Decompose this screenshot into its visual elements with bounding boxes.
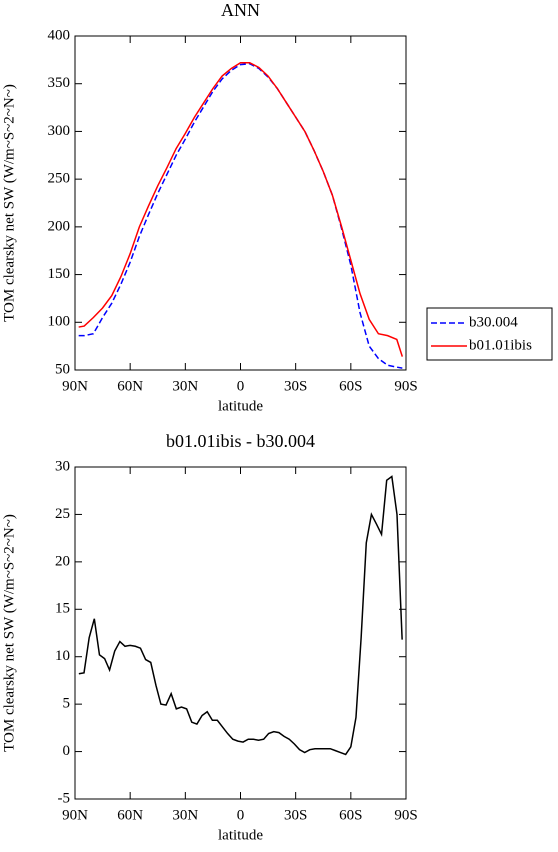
- chart-title: b01.01ibis - b30.004: [166, 431, 315, 451]
- chart-title: ANN: [221, 0, 260, 20]
- y-tick-label: 10: [55, 648, 70, 664]
- x-tick-label: 60N: [117, 807, 143, 823]
- x-axis-label: latitude: [218, 398, 263, 414]
- x-axis-label: latitude: [218, 827, 263, 843]
- legend-label: b30.004: [469, 314, 518, 330]
- x-tick-label: 30S: [284, 807, 307, 823]
- x-tick-label: 30S: [284, 378, 307, 394]
- x-tick-label: 90S: [394, 807, 417, 823]
- y-tick-label: 20: [55, 553, 70, 569]
- y-tick-label: 350: [48, 75, 71, 91]
- x-tick-label: 90S: [394, 378, 417, 394]
- x-tick-label: 60S: [339, 378, 362, 394]
- y-tick-label: 0: [63, 743, 71, 759]
- plot-frame: [74, 35, 407, 371]
- data-line: [78, 475, 403, 756]
- y-tick-label: 5: [63, 696, 71, 712]
- data-line: [78, 61, 404, 357]
- x-tick-label: 0: [237, 807, 245, 823]
- y-tick-label: 150: [48, 266, 71, 282]
- y-tick-label: 250: [48, 171, 71, 187]
- data-line: [78, 62, 403, 369]
- y-tick-label: 300: [48, 123, 71, 139]
- y-tick-label: 400: [48, 27, 71, 43]
- x-tick-label: 60N: [117, 378, 143, 394]
- y-tick-label: 30: [55, 458, 70, 474]
- x-tick-label: 90N: [62, 378, 88, 394]
- y-tick-label: -5: [58, 790, 71, 806]
- x-tick-label: 30N: [172, 378, 198, 394]
- y-tick-label: 25: [55, 506, 70, 522]
- legend-label: b01.01ibis: [469, 337, 532, 353]
- y-tick-label: 200: [48, 218, 71, 234]
- y-tick-label: 50: [55, 361, 70, 377]
- y-tick-label: 100: [48, 314, 71, 330]
- y-tick-label: 15: [55, 601, 70, 617]
- plot-frame: [74, 466, 407, 800]
- x-tick-label: 60S: [339, 807, 362, 823]
- y-axis-label: TOM clearsky net SW (W/m~S~2~N~): [1, 514, 17, 752]
- legend-box: [426, 307, 553, 361]
- x-tick-label: 30N: [172, 807, 198, 823]
- x-tick-label: 0: [237, 378, 245, 394]
- x-tick-label: 90N: [62, 807, 88, 823]
- y-axis-label: TOM clearsky net SW (W/m~S~2~N~): [1, 84, 17, 322]
